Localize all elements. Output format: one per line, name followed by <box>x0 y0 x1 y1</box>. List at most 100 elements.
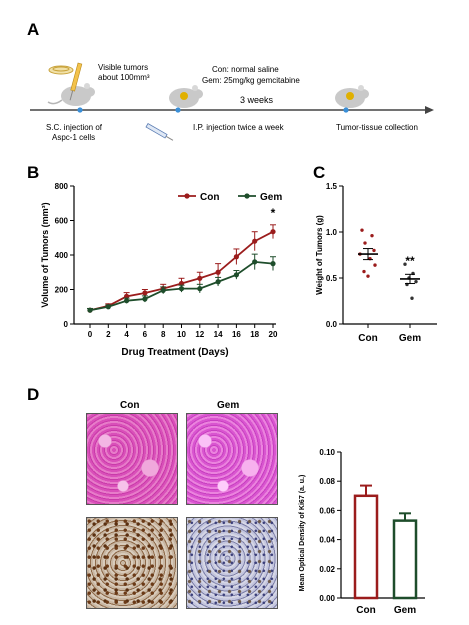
x-tick-label: Con <box>356 605 375 616</box>
data-point-gem <box>124 298 130 304</box>
legend-label-con: Con <box>200 192 219 203</box>
x-tick-label: 0 <box>88 330 93 339</box>
schematic-step3: Tumor-tissue collection <box>336 123 418 132</box>
y-tick-label: 0.08 <box>319 477 335 486</box>
data-point-con <box>197 275 203 281</box>
y-tick-label: 0 <box>64 320 69 329</box>
y-tick-label: 0.5 <box>326 274 338 283</box>
y-tick-label: 0.02 <box>319 565 335 574</box>
y-tick-label: 0.0 <box>326 320 338 329</box>
y-tick-label: 0.10 <box>319 448 335 457</box>
bar-con <box>353 494 379 600</box>
data-point-con <box>252 238 258 244</box>
scatter-point-con <box>370 233 374 238</box>
scatter-point-con <box>373 263 377 267</box>
data-point-gem <box>197 286 203 292</box>
y-axis-label: Mean Optical Density of Ki67 (a. u.) <box>299 475 306 592</box>
x-tick-label: 12 <box>195 330 204 339</box>
scatter-point-gem <box>410 296 414 300</box>
y-tick-label: 600 <box>55 217 69 226</box>
histology-con-label: Con <box>120 400 140 411</box>
x-tick-label: 8 <box>161 330 166 339</box>
scatter-point-con <box>362 269 366 274</box>
data-point-gem <box>105 304 111 310</box>
schematic-step1-line2: Aspc-1 cells <box>52 133 96 142</box>
syringe-icon-2 <box>145 122 174 141</box>
scatter-point-gem <box>414 279 418 284</box>
scatter-point-con <box>363 241 367 245</box>
timeline-dot-2 <box>175 107 181 113</box>
timeline-dot-1 <box>77 107 83 113</box>
x-tick-label: 20 <box>269 330 278 339</box>
x-tick-label: 10 <box>177 330 186 339</box>
x-tick-label: 4 <box>124 330 129 339</box>
y-tick-label: 0.04 <box>319 536 335 545</box>
schematic-about-size: about 100mm³ <box>98 73 150 82</box>
y-tick-label: 800 <box>55 182 69 191</box>
cell-dish-icon <box>48 65 74 75</box>
y-axis-label: Volume of Tumors (mm³) <box>40 202 50 307</box>
histology-gem-label: Gem <box>217 400 240 411</box>
y-axis-label: Weight of Tumors (g) <box>315 215 324 295</box>
x-tick-label: Gem <box>399 333 421 344</box>
schematic-con-treatment: Con: normal saline <box>212 65 279 74</box>
y-tick-label: 200 <box>55 286 69 295</box>
scatter-point-gem <box>403 262 407 266</box>
legend-label-gem: Gem <box>260 192 282 203</box>
y-tick-label: 0.00 <box>319 594 335 603</box>
mouse-icon-3 <box>335 85 369 108</box>
scatter-point-con <box>360 228 364 232</box>
x-tick-label: 2 <box>106 330 111 339</box>
data-point-gem <box>233 272 239 278</box>
mouse-icon-2 <box>169 85 203 108</box>
data-point-con <box>233 254 239 260</box>
data-point-gem <box>215 279 221 285</box>
data-point-gem <box>142 296 148 302</box>
x-tick-label: 14 <box>214 330 223 339</box>
x-tick-label: 18 <box>250 330 259 339</box>
data-point-con <box>215 269 221 275</box>
y-tick-label: 1.0 <box>326 228 338 237</box>
x-axis-label: Drug Treatment (Days) <box>121 347 228 358</box>
data-point-gem <box>87 307 93 313</box>
he-con-image <box>86 413 178 505</box>
legend-marker-con <box>184 193 190 199</box>
scatter-point-con <box>366 274 370 278</box>
schematic-step2: I.P. injection twice a week <box>193 123 284 132</box>
significance-annotation: * <box>271 206 276 220</box>
x-tick-label: 6 <box>143 330 148 339</box>
schematic-duration: 3 weeks <box>240 95 274 105</box>
scatter-point-con <box>372 248 376 253</box>
schematic-graphic <box>30 62 434 141</box>
x-tick-label: Con <box>358 333 377 344</box>
data-point-con <box>142 290 148 296</box>
y-tick-label: 400 <box>55 251 69 260</box>
schematic-visible-tumors: Visible tumors <box>98 63 149 72</box>
schematic-gem-treatment: Gem: 25mg/kg gemcitabine <box>202 76 300 85</box>
mouse-icon-1 <box>47 83 95 106</box>
y-tick-label: 1.5 <box>326 182 338 191</box>
panel-label-a: A <box>27 20 40 39</box>
data-point-gem <box>252 259 258 265</box>
x-tick-label: Gem <box>394 605 416 616</box>
ki67-gem-image <box>186 517 278 609</box>
legend-marker-gem <box>244 193 250 199</box>
data-point-con <box>270 229 276 235</box>
bar-gem <box>392 519 418 600</box>
panel-label-c: C <box>313 163 326 182</box>
data-point-gem <box>270 261 276 267</box>
syringe-icon-1 <box>69 62 83 101</box>
data-point-gem <box>178 286 185 292</box>
he-gem-image <box>186 413 278 505</box>
schematic-step1-line1: S.C. injection of <box>46 123 103 132</box>
y-tick-label: 0.06 <box>319 506 335 515</box>
timeline-dot-3 <box>343 107 349 113</box>
data-point-gem <box>160 287 166 293</box>
x-tick-label: 16 <box>232 330 241 339</box>
panel-label-d: D <box>27 385 40 404</box>
ki67-con-image <box>86 517 178 609</box>
timeline-arrow <box>425 106 434 114</box>
